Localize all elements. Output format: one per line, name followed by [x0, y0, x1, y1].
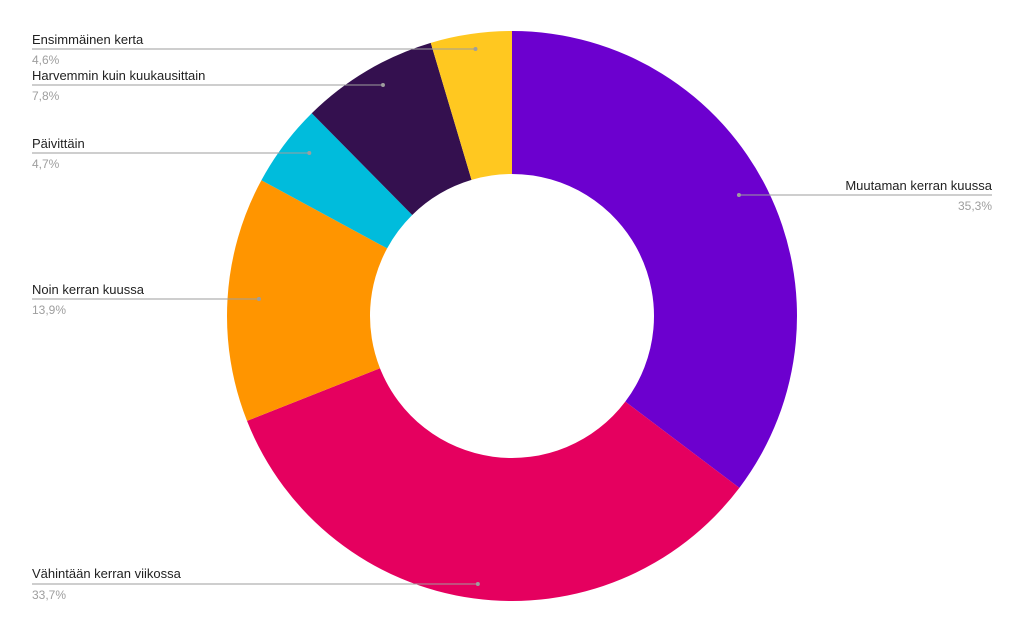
slice-value-harvemmin-kuin-kuukausittain: 7,8% — [32, 89, 60, 103]
donut-slices — [226, 31, 798, 601]
slice-value-muutaman-kerran-kuussa: 35,3% — [958, 199, 992, 213]
slice-value-ensimmainen-kerta: 4,6% — [32, 53, 60, 67]
slice-noin-kerran-kuussa — [226, 180, 388, 421]
slice-vahintaan-kerran-viikossa — [247, 368, 740, 601]
leader-dot-paivittain — [307, 151, 312, 155]
slice-paivittain — [261, 113, 413, 249]
slice-label-vahintaan-kerran-viikossa: Vähintään kerran viikossa — [32, 566, 182, 581]
slice-label-noin-kerran-kuussa: Noin kerran kuussa — [32, 282, 145, 297]
slice-muutaman-kerran-kuussa — [512, 31, 798, 488]
slice-label-harvemmin-kuin-kuukausittain: Harvemmin kuin kuukausittain — [32, 68, 205, 83]
leader-dot-muutaman-kerran-kuussa — [736, 193, 741, 197]
slice-value-vahintaan-kerran-viikossa: 33,7% — [32, 588, 66, 602]
slice-label-muutaman-kerran-kuussa: Muutaman kerran kuussa — [845, 178, 992, 193]
slice-harvemmin-kuin-kuukausittain — [311, 42, 472, 215]
leader-dot-harvemmin-kuin-kuukausittain — [380, 83, 385, 87]
slice-value-paivittain: 4,7% — [32, 157, 60, 171]
leader-dot-ensimmainen-kerta — [473, 47, 478, 51]
slice-label-ensimmainen-kerta: Ensimmäinen kerta — [32, 32, 144, 47]
donut-labels: Muutaman kerran kuussa 35,3% Vähintään ker… — [32, 32, 993, 602]
slice-label-paivittain: Päivittäin — [32, 136, 85, 151]
slice-ensimmainen-kerta — [430, 31, 512, 180]
leader-dot-vahintaan-kerran-viikossa — [475, 582, 480, 586]
slice-value-noin-kerran-kuussa: 13,9% — [32, 303, 66, 317]
leader-dot-noin-kerran-kuussa — [256, 297, 261, 301]
